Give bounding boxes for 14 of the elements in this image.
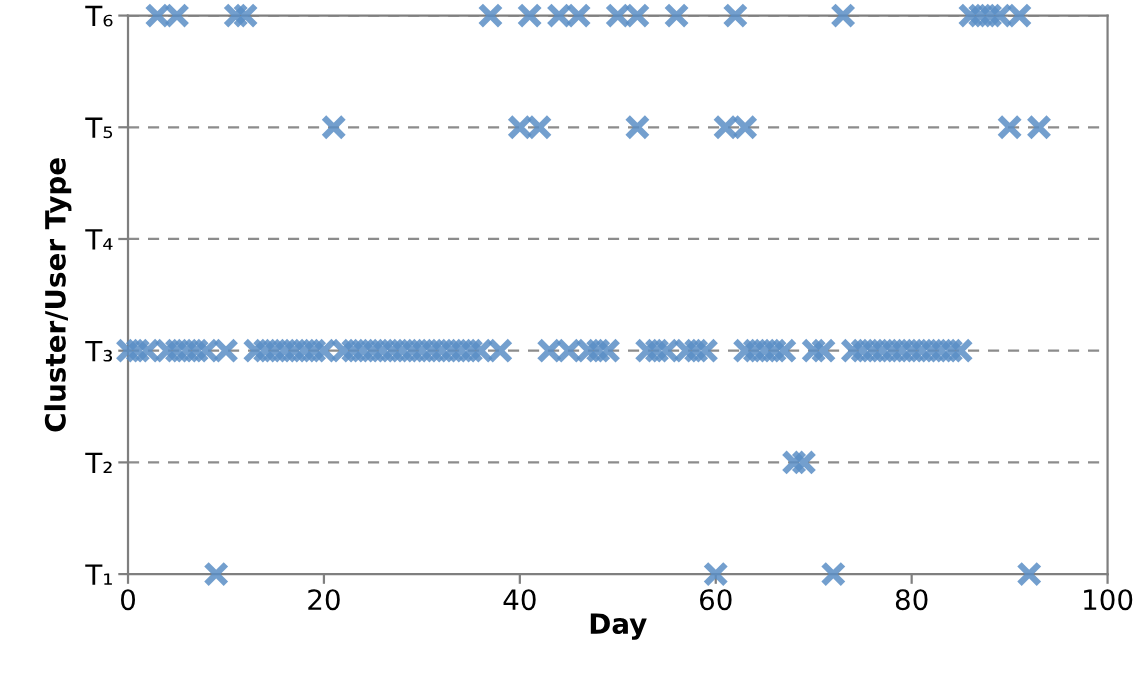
y-tick-label: T₆: [85, 5, 113, 27]
x-tick-label: 20: [308, 589, 340, 611]
y-tick-label: T₃: [85, 340, 113, 362]
y-tick-label: T₄: [85, 229, 113, 250]
x-tick-label: 60: [700, 589, 732, 611]
y-axis-title: Cluster/User Type: [44, 158, 72, 432]
x-tick-label: 0: [121, 589, 136, 611]
y-tick-label: T₅: [85, 117, 113, 139]
y-tick-label: T₁: [85, 564, 112, 585]
x-tick-label: 100: [1084, 589, 1133, 611]
x-tick-label: 80: [895, 589, 928, 611]
x-axis-title: Day: [590, 613, 647, 640]
y-tick-label: T₂: [85, 452, 112, 474]
x-tick-label: 40: [503, 589, 536, 611]
